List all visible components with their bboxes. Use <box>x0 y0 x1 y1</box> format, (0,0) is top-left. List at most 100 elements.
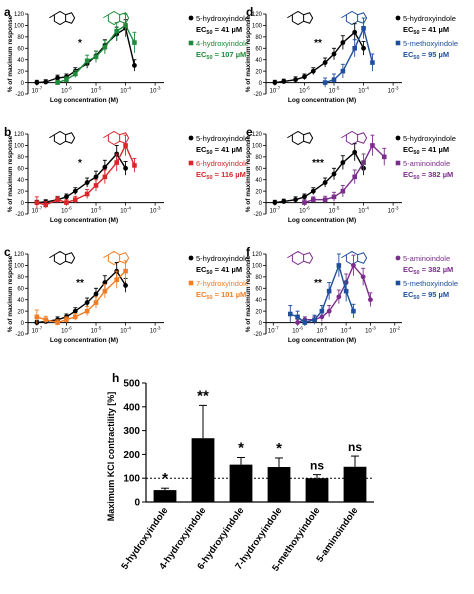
data-point <box>322 80 328 85</box>
x-tick-label: 10-5 <box>91 326 102 335</box>
panel-d: d -20 0 20 40 60 80 100 120 10-7 10-6 10-5 10-4 10-3 L… <box>245 5 458 104</box>
molecule-bond <box>341 254 347 259</box>
x-axis-label: Log concentration (M) <box>288 217 356 224</box>
category-label: 5-aminoindole <box>315 505 361 564</box>
x-tick-label: 10-7 <box>270 86 281 95</box>
data-point <box>370 143 375 148</box>
y-tick-label: -20 <box>15 212 24 218</box>
y-tick-label: 100 <box>14 264 25 270</box>
molecule-ring <box>357 12 368 24</box>
legend-ec50: EC50 = 382 µM <box>403 265 453 276</box>
data-point <box>64 200 69 205</box>
legend-ec50: EC50 = 41 µM <box>196 265 242 276</box>
legend-ec50: EC50 = 41 µM <box>403 25 449 36</box>
y-tick-label: 120 <box>252 132 263 138</box>
y-tick-label: 20 <box>255 189 262 195</box>
legend-ec50: EC50 = 41 µM <box>196 145 242 156</box>
data-point <box>351 308 356 314</box>
data-point <box>93 54 99 60</box>
legend-marker <box>188 280 194 286</box>
y-tick-label: 0 <box>259 321 263 327</box>
panel-letter: c <box>4 245 11 259</box>
x-axis-label: Log concentration (M) <box>50 217 118 224</box>
series-line <box>274 151 365 204</box>
panel-c: c -20 0 20 40 60 80 100 120 10-7 10-6 10-5 10-4 10-3 L… <box>4 245 249 344</box>
x-tick-label: 10-6 <box>299 86 310 95</box>
data-point <box>331 77 337 83</box>
significance-marker: ** <box>76 278 84 289</box>
molecule-ring <box>119 12 130 24</box>
legend-marker <box>188 160 194 166</box>
panel-a: a -20 0 20 40 60 80 100 120 10-7 10-6 10-5 10-4 10-3 L… <box>4 5 249 104</box>
data-point <box>102 288 108 294</box>
data-point <box>351 263 356 268</box>
data-point <box>293 197 298 203</box>
y-tick-label: 120 <box>14 12 25 18</box>
x-tick-label: 10-6 <box>292 326 303 335</box>
significance-marker: ns <box>310 459 324 473</box>
molecule-ring <box>53 130 67 146</box>
data-point <box>64 77 69 83</box>
y-tick-label: 60 <box>255 286 262 292</box>
x-tick-label: 10-4 <box>120 86 131 95</box>
significance-marker: * <box>162 470 168 487</box>
data-point <box>352 45 357 51</box>
data-point <box>312 317 317 323</box>
legend-marker <box>395 255 401 261</box>
data-point <box>281 79 287 84</box>
data-point <box>55 75 60 81</box>
y-tick-label: 100 <box>14 24 25 30</box>
panel-letter: f <box>246 245 251 259</box>
data-point <box>295 314 300 320</box>
data-point <box>84 58 90 64</box>
x-tick-label: 10-4 <box>341 326 352 335</box>
x-tick-label: 10-6 <box>299 206 310 215</box>
data-point <box>43 317 49 323</box>
y-tick-label: 100 <box>252 144 263 150</box>
data-point <box>302 194 307 200</box>
data-point <box>84 300 90 305</box>
legend-name: 4-hydroxyindole <box>196 39 249 48</box>
y-tick-label: 60 <box>255 166 262 172</box>
legend-name: 7-hydroxyindole <box>196 279 249 288</box>
x-tick-label: 10-3 <box>388 206 399 215</box>
y-tick-label: 20 <box>17 69 24 75</box>
molecule-ring <box>119 252 130 264</box>
data-point <box>84 308 90 314</box>
data-point <box>102 174 108 180</box>
molecule-ring <box>357 132 368 144</box>
data-point <box>73 314 78 320</box>
y-tick-label: 20 <box>17 189 24 195</box>
y-tick-label: 20 <box>255 309 262 315</box>
x-tick-label: 10-5 <box>91 206 102 215</box>
data-point <box>123 268 128 274</box>
y-tick-label: 40 <box>17 298 24 304</box>
y-tick-label: 200 <box>123 450 140 461</box>
y-tick-label: 80 <box>255 155 262 161</box>
molecule-ring <box>303 12 314 24</box>
data-point <box>302 74 307 80</box>
data-point <box>34 80 40 85</box>
data-point <box>84 191 90 197</box>
bar <box>229 464 253 502</box>
data-point <box>64 317 69 323</box>
y-tick-label: 40 <box>17 58 24 64</box>
y-tick-label: -20 <box>15 92 24 98</box>
y-tick-label: 60 <box>17 166 24 172</box>
y-axis-label: % of maximum response <box>7 255 14 332</box>
x-tick-label: 10-6 <box>61 326 72 335</box>
y-tick-label: 0 <box>134 498 140 509</box>
bar <box>191 438 215 502</box>
molecule-ring <box>357 252 368 264</box>
data-point <box>72 188 78 194</box>
data-point <box>310 188 316 194</box>
data-point <box>336 263 342 268</box>
data-point <box>123 165 128 171</box>
molecule-ring <box>291 10 305 26</box>
legend-ec50: EC50 = 41 µM <box>196 25 242 36</box>
y-tick-label: 80 <box>255 275 262 281</box>
data-point <box>287 311 293 317</box>
y-axis-label: % of maximum response <box>245 15 252 92</box>
data-point <box>34 314 40 320</box>
data-point <box>319 308 325 314</box>
